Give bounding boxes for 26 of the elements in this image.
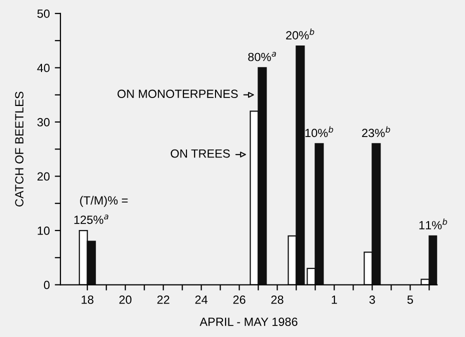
x-tick-label: 5 — [407, 296, 413, 304]
x-axis-title: APRIL - MAY 1986 — [200, 318, 298, 326]
y-tick-label: 50 — [37, 10, 50, 18]
y-tick-label: 10 — [38, 226, 50, 235]
y-tick-label: 20 — [37, 172, 50, 181]
legend-label: ON TREES — [170, 149, 230, 158]
annotation: (T/M)% = — [80, 196, 128, 207]
x-tick-label: 24 — [195, 295, 208, 304]
x-tick-label: 22 — [157, 295, 170, 304]
y-tick-label: 0 — [44, 280, 50, 290]
x-tick-label: 3 — [369, 295, 375, 304]
annotation: 11%$^{b}$ — [419, 218, 448, 230]
y-tick-label: 30 — [37, 118, 50, 126]
x-tick-label: 20 — [119, 295, 132, 304]
x-tick-label: 26 — [233, 295, 246, 304]
y-tick-label: 40 — [37, 64, 50, 72]
annotation: 125%$^{a}$ — [74, 214, 108, 224]
y-axis-title: CATCH OF BEETLES — [15, 92, 24, 206]
annotation: 80%$^{a}$ — [248, 52, 276, 62]
x-tick-label: 28 — [271, 295, 284, 304]
annotation: 20%$^{b}$ — [286, 28, 314, 40]
annotation: 23%$^{b}$ — [362, 126, 390, 138]
annotation: 10%$^{b}$ — [305, 126, 334, 138]
x-tick-label: 18 — [82, 295, 94, 304]
x-tick-label: 1 — [332, 296, 337, 304]
legend-label: ON MONOTERPENES — [118, 90, 238, 98]
